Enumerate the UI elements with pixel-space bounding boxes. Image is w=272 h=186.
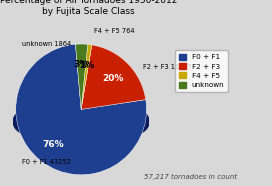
Wedge shape <box>16 44 147 175</box>
Ellipse shape <box>14 102 148 142</box>
Ellipse shape <box>14 104 148 144</box>
Ellipse shape <box>14 102 148 141</box>
Text: F4 + F5 764: F4 + F5 764 <box>94 28 135 34</box>
Wedge shape <box>81 44 92 109</box>
Ellipse shape <box>14 100 148 140</box>
Text: 76%: 76% <box>43 140 64 149</box>
Title: Percentage of All Tornadoes 1950-2012
by Fujita Scale Class: Percentage of All Tornadoes 1950-2012 by… <box>0 0 177 16</box>
Text: 20%: 20% <box>102 74 123 83</box>
Ellipse shape <box>14 101 148 141</box>
Wedge shape <box>75 44 88 109</box>
Text: F0 + F1 43252: F0 + F1 43252 <box>21 159 70 165</box>
Ellipse shape <box>14 104 148 144</box>
Ellipse shape <box>14 99 148 139</box>
Ellipse shape <box>14 103 148 143</box>
Wedge shape <box>81 45 146 109</box>
Text: F2 + F3 11337: F2 + F3 11337 <box>143 64 191 70</box>
Ellipse shape <box>14 101 148 141</box>
Ellipse shape <box>14 102 148 142</box>
Legend: F0 + F1, F2 + F3, F4 + F5, unknown: F0 + F1, F2 + F3, F4 + F5, unknown <box>175 50 228 92</box>
Text: 3%: 3% <box>74 60 89 69</box>
Text: 1%: 1% <box>79 61 95 70</box>
Text: unknown 1864: unknown 1864 <box>21 41 71 47</box>
Ellipse shape <box>14 100 148 140</box>
Text: 57,217 tornadoes in count: 57,217 tornadoes in count <box>144 174 237 179</box>
Ellipse shape <box>14 103 148 143</box>
